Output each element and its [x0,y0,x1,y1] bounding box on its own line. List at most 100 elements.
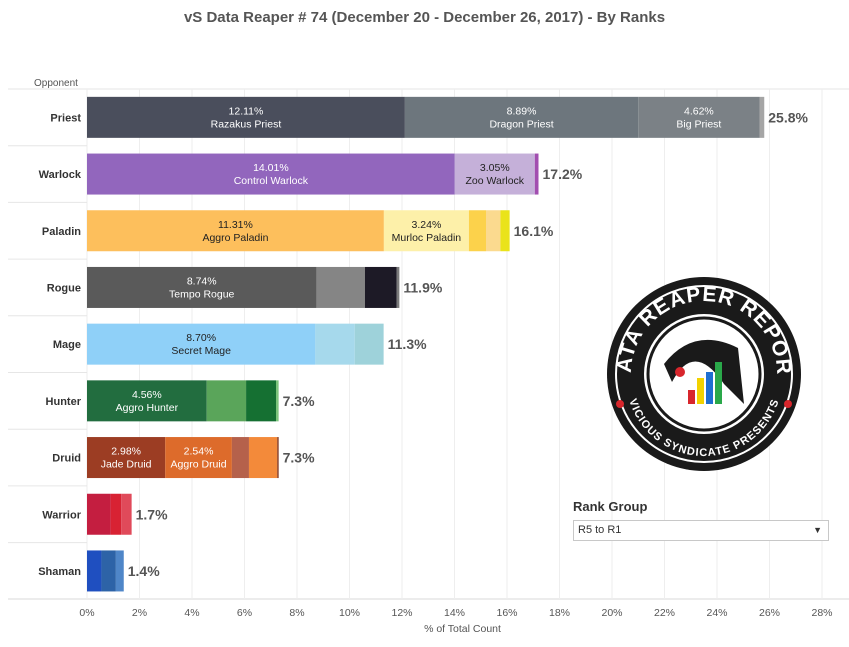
logo-bar-icon [706,372,713,404]
red-star-icon [675,367,685,377]
bar-segment [231,437,249,479]
segment-percent-label: 8.74% [187,275,217,287]
bar-segment [468,210,486,252]
logo-bar-icon [697,378,704,404]
bar-segment [534,153,539,195]
bar-total-label: 1.7% [136,506,168,522]
bar-total-label: 7.3% [283,450,315,466]
rank-group-title: Rank Group [573,499,648,514]
rank-group-select[interactable]: R5 to R1 ▼ [573,520,829,541]
x-tick-label: 22% [654,607,675,619]
x-tick-label: 20% [601,607,622,619]
bar-segment [87,380,207,422]
segment-name-label: Aggro Paladin [202,232,268,244]
x-tick-label: 4% [184,607,199,619]
x-tick-label: 6% [237,607,252,619]
bar-segment [454,153,535,195]
bar-segment [206,380,247,422]
segment-percent-label: 4.62% [684,105,714,117]
bar-segment [87,437,166,479]
bar-total-label: 1.4% [128,563,160,579]
bar-segment [383,210,469,252]
category-label: Warrior [42,509,81,521]
logo-ring-line [615,285,793,463]
segment-name-label: Jade Druid [101,459,152,471]
segment-percent-label: 2.54% [184,446,214,458]
bar-segment [87,550,102,592]
logo-bar-icon [715,362,722,404]
segment-name-label: Big Priest [676,118,721,130]
bar-segment [165,437,232,479]
chevron-down-icon: ▼ [813,525,822,535]
category-label: Hunter [46,396,82,408]
x-tick-label: 2% [132,607,147,619]
bar-segment [246,380,276,422]
category-label: Priest [50,112,81,124]
x-tick-label: 10% [339,607,360,619]
bar-segment [87,153,455,195]
logo-bar-icon [688,390,695,404]
bar-segment [115,550,124,592]
bar-segment [87,210,384,252]
x-tick-label: 14% [444,607,465,619]
category-label: Shaman [38,566,81,578]
segment-percent-label: 8.89% [507,105,537,117]
y-axis-label: Opponent [34,78,78,89]
x-axis-title: % of Total Count [424,623,501,635]
bar-segment [396,266,400,308]
segment-percent-label: 12.11% [229,105,264,117]
bar-segment [87,96,405,138]
segment-percent-label: 8.70% [186,332,216,344]
bar-segment [277,437,279,479]
bar-segment [87,266,317,308]
segment-name-label: Razakus Priest [211,118,282,130]
x-tick-label: 28% [811,607,832,619]
bar-segment [404,96,639,138]
bar-total-label: 11.9% [403,279,442,295]
bar-segment [316,266,365,308]
x-tick-label: 24% [706,607,727,619]
segment-name-label: Aggro Hunter [116,402,179,414]
segment-name-label: Zoo Warlock [466,175,525,187]
bar-total-label: 16.1% [514,223,554,239]
category-label: Rogue [47,282,81,294]
chart-title: vS Data Reaper # 74 (December 20 - Decem… [183,9,666,26]
bar-segment [87,323,316,365]
segment-percent-label: 3.24% [412,219,442,231]
segment-percent-label: 4.56% [132,389,162,401]
bar-segment [500,210,510,252]
bar-segment [276,380,279,422]
rank-group-selected: R5 to R1 [578,524,622,536]
rank-group-filter: Rank Group R5 to R1 ▼ [573,499,829,541]
bar-segment [110,493,122,535]
bar-total-label: 7.3% [283,393,315,409]
logo-inner-disc [644,314,764,434]
bar-segment [364,266,397,308]
segment-percent-label: 14.01% [253,162,289,174]
segment-name-label: Aggro Druid [171,459,227,471]
bar-segment [486,210,501,252]
segment-percent-label: 11.31% [218,219,253,231]
x-tick-label: 16% [496,607,517,619]
bar-segment [638,96,760,138]
x-tick-label: 12% [391,607,412,619]
bar-total-label: 11.3% [388,336,427,352]
bar-total-label: 17.2% [543,166,583,182]
category-label: Mage [53,339,81,351]
x-tick-label: 18% [549,607,570,619]
logo-inner-ring [646,316,762,432]
category-label: Druid [52,453,81,465]
x-tick-label: 26% [759,607,780,619]
reaper-hood-icon [664,339,744,404]
x-tick-label: 0% [79,607,94,619]
category-label: Warlock [39,169,82,181]
bar-segment [315,323,355,365]
bar-segment [87,493,111,535]
red-star-icon [616,400,624,408]
segment-name-label: Secret Mage [171,345,231,357]
segment-name-label: Tempo Rogue [169,288,235,300]
segment-name-label: Dragon Priest [489,118,553,130]
bar-segment [354,323,384,365]
x-tick-label: 8% [289,607,304,619]
